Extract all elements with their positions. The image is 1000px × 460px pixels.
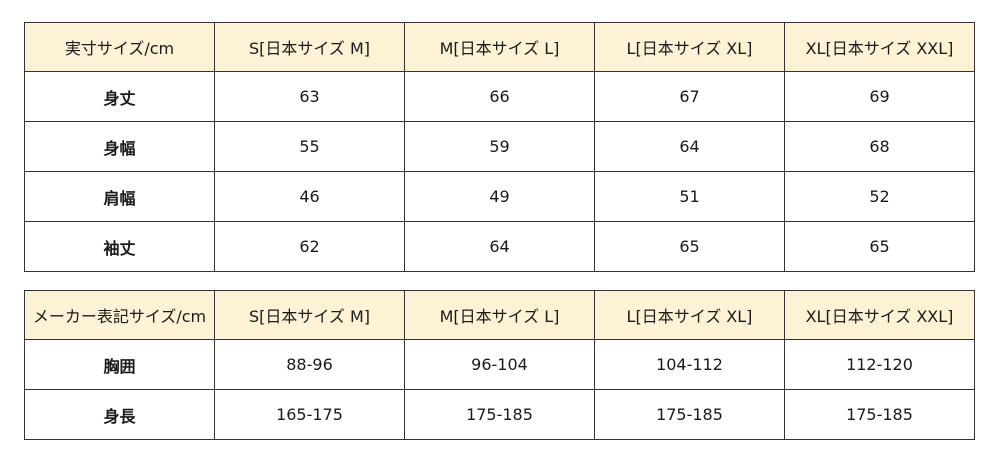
table-cell: 59 <box>404 121 595 172</box>
table-cell: 52 <box>784 171 975 222</box>
table-cell: 104-112 <box>594 339 785 390</box>
table-cell: 175-185 <box>404 389 595 440</box>
table-row: 身長 165-175 175-185 175-185 175-185 <box>24 389 975 440</box>
table-cell: 65 <box>594 221 785 272</box>
table-row: 袖丈 62 64 65 65 <box>24 221 975 272</box>
row-label: 身丈 <box>24 71 215 122</box>
actual-size-table: 実寸サイズ/cm S[日本サイズ M] M[日本サイズ L] L[日本サイズ X… <box>24 22 975 272</box>
table-cell: 67 <box>594 71 785 122</box>
table-cell: 64 <box>404 221 595 272</box>
table-row: 身丈 63 66 67 69 <box>24 71 975 122</box>
row-label: 袖丈 <box>24 221 215 272</box>
header-cell-label: 実寸サイズ/cm <box>24 22 215 72</box>
table-cell: 63 <box>214 71 405 122</box>
table-cell: 96-104 <box>404 339 595 390</box>
table-cell: 165-175 <box>214 389 405 440</box>
header-cell-size-m: M[日本サイズ L] <box>404 290 595 340</box>
header-row: 実寸サイズ/cm S[日本サイズ M] M[日本サイズ L] L[日本サイズ X… <box>24 22 975 72</box>
header-cell-size-l: L[日本サイズ XL] <box>594 22 785 72</box>
table-cell: 64 <box>594 121 785 172</box>
table-row: 肩幅 46 49 51 52 <box>24 171 975 222</box>
row-label: 身幅 <box>24 121 215 172</box>
table-cell: 55 <box>214 121 405 172</box>
table-row: 身幅 55 59 64 68 <box>24 121 975 172</box>
table-cell: 68 <box>784 121 975 172</box>
header-cell-label: メーカー表記サイズ/cm <box>24 290 215 340</box>
row-label: 胸囲 <box>24 339 215 390</box>
table-cell: 175-185 <box>594 389 785 440</box>
header-cell-size-m: M[日本サイズ L] <box>404 22 595 72</box>
header-cell-size-xl: XL[日本サイズ XXL] <box>784 22 975 72</box>
table-row: 胸囲 88-96 96-104 104-112 112-120 <box>24 339 975 390</box>
table-cell: 66 <box>404 71 595 122</box>
table-cell: 65 <box>784 221 975 272</box>
header-cell-size-l: L[日本サイズ XL] <box>594 290 785 340</box>
table-cell: 62 <box>214 221 405 272</box>
header-cell-size-s: S[日本サイズ M] <box>214 22 405 72</box>
table-cell: 69 <box>784 71 975 122</box>
header-cell-size-xl: XL[日本サイズ XXL] <box>784 290 975 340</box>
row-label: 身長 <box>24 389 215 440</box>
table-cell: 51 <box>594 171 785 222</box>
row-label: 肩幅 <box>24 171 215 222</box>
table-cell: 46 <box>214 171 405 222</box>
maker-size-table: メーカー表記サイズ/cm S[日本サイズ M] M[日本サイズ L] L[日本サ… <box>24 290 975 440</box>
table-cell: 88-96 <box>214 339 405 390</box>
table-cell: 175-185 <box>784 389 975 440</box>
table-cell: 112-120 <box>784 339 975 390</box>
header-row: メーカー表記サイズ/cm S[日本サイズ M] M[日本サイズ L] L[日本サ… <box>24 290 975 340</box>
header-cell-size-s: S[日本サイズ M] <box>214 290 405 340</box>
table-cell: 49 <box>404 171 595 222</box>
